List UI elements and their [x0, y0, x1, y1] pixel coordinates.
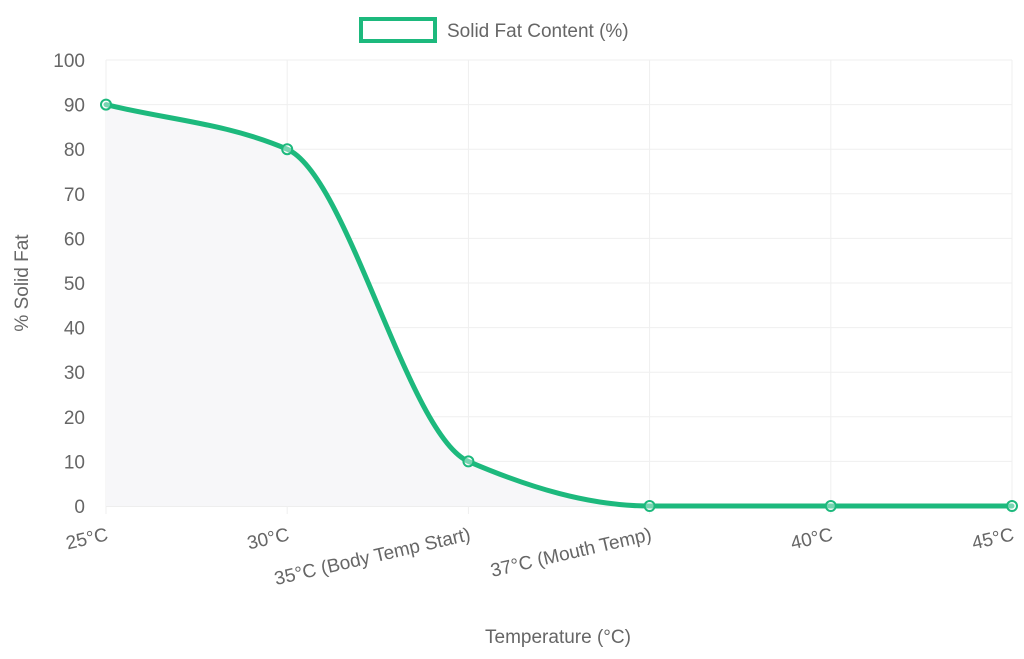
data-point[interactable] — [462, 455, 475, 468]
y-tick-label: 40 — [64, 319, 85, 340]
y-tick-label: 0 — [74, 497, 85, 518]
series-line[interactable] — [103, 102, 1015, 509]
y-tick-label: 70 — [64, 185, 85, 206]
area-fill — [106, 104, 1012, 506]
x-tick-label: 25°C — [64, 524, 110, 554]
x-tick-label: 45°C — [970, 524, 1016, 554]
series-area — [106, 104, 1012, 506]
x-axis-ticks: 25°C 30°C35°C (Body Temp Start) 37°C (Mout… — [64, 524, 1016, 590]
data-point[interactable] — [643, 500, 656, 512]
data-point[interactable] — [1006, 500, 1018, 512]
y-tick-label: 20 — [64, 408, 85, 429]
x-tick-label: 30°C — [245, 524, 291, 554]
y-axis-title: % Solid Fat — [12, 234, 33, 332]
legend[interactable]: Solid Fat Content (%) — [359, 17, 629, 43]
data-point[interactable] — [100, 98, 112, 111]
y-axis-ticks: 0 10 20 30 40 50 60 70 80 90 100 — [53, 51, 85, 518]
x-tick-label: 37°C (Mouth Temp) — [489, 524, 654, 581]
x-tick-label: 35°C (Body Temp Start) — [272, 524, 472, 590]
y-tick-label: 10 — [64, 452, 85, 473]
y-tick-label: 60 — [64, 229, 85, 250]
data-point[interactable] — [824, 500, 837, 512]
data-points — [100, 98, 1018, 512]
y-tick-label: 50 — [64, 274, 85, 295]
y-tick-label: 90 — [64, 96, 85, 117]
x-axis-title: Temperature (°C) — [485, 627, 631, 648]
y-tick-label: 30 — [64, 363, 85, 384]
x-tick-label: 40°C — [789, 524, 835, 554]
data-point[interactable] — [281, 143, 294, 156]
y-tick-label: 100 — [53, 51, 85, 72]
legend-label[interactable]: Solid Fat Content (%) — [447, 21, 629, 42]
y-tick-label: 80 — [64, 140, 85, 161]
legend-swatch[interactable] — [359, 17, 437, 43]
series-lines — [103, 102, 1015, 509]
